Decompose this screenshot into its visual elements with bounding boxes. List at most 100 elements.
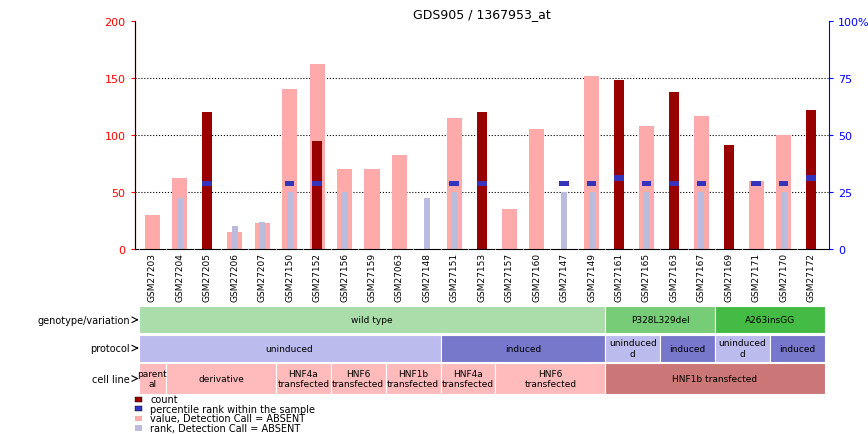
Text: uninduced
d: uninduced d (719, 339, 766, 358)
Bar (441, 363, 496, 394)
Text: GSM27206: GSM27206 (230, 253, 240, 301)
Bar (779, 181, 788, 187)
Text: protocol: protocol (90, 343, 130, 353)
Bar (605, 335, 661, 362)
Text: uninduced
d: uninduced d (608, 339, 656, 358)
Bar (671, 193, 677, 250)
Bar (310, 65, 325, 250)
Text: GSM27149: GSM27149 (587, 253, 596, 301)
Text: GSM27205: GSM27205 (203, 253, 212, 301)
Bar (639, 126, 654, 250)
Text: GSM27167: GSM27167 (697, 253, 706, 301)
Bar (232, 227, 238, 250)
Bar (477, 113, 487, 250)
Bar (696, 181, 706, 187)
Bar (770, 335, 825, 362)
Text: GSM27170: GSM27170 (779, 253, 788, 301)
Bar (337, 170, 352, 250)
Bar (177, 198, 183, 250)
Bar (669, 92, 679, 250)
Bar (166, 363, 276, 394)
Bar (605, 363, 825, 394)
Bar (341, 193, 347, 250)
Bar (661, 335, 715, 362)
Bar (202, 113, 212, 250)
Bar (615, 81, 624, 250)
Title: GDS905 / 1367953_at: GDS905 / 1367953_at (413, 7, 550, 20)
Bar (139, 306, 605, 334)
Bar (314, 193, 320, 250)
Text: GSM27172: GSM27172 (806, 253, 816, 301)
Bar (559, 181, 569, 187)
Bar (172, 179, 187, 250)
Bar (806, 175, 816, 181)
Text: GSM27156: GSM27156 (340, 253, 349, 301)
Bar (780, 193, 786, 250)
Text: GSM27152: GSM27152 (312, 253, 321, 301)
Bar (447, 118, 462, 250)
Text: A263insGG: A263insGG (745, 316, 795, 325)
Bar (529, 130, 544, 250)
Bar (715, 335, 770, 362)
Bar (391, 156, 407, 250)
Text: HNF1b
transfected: HNF1b transfected (387, 369, 439, 388)
Text: uninduced: uninduced (266, 344, 313, 353)
Bar (615, 175, 624, 181)
Text: GSM27148: GSM27148 (423, 253, 431, 301)
Text: GSM27203: GSM27203 (148, 253, 157, 301)
Bar (286, 193, 293, 250)
Bar (385, 363, 441, 394)
Bar (312, 141, 322, 250)
Bar (669, 181, 679, 187)
Bar (584, 76, 599, 250)
Bar (776, 135, 792, 250)
Bar (282, 90, 297, 250)
Bar (424, 198, 430, 250)
Text: wild type: wild type (352, 316, 392, 325)
Text: HNF6
transfected: HNF6 transfected (332, 369, 385, 388)
Text: genotype/variation: genotype/variation (37, 315, 130, 325)
Bar (139, 335, 441, 362)
Bar (752, 181, 761, 187)
Text: induced: induced (505, 344, 541, 353)
Bar (749, 181, 764, 250)
Text: GSM27207: GSM27207 (258, 253, 266, 301)
Bar (698, 193, 704, 250)
Bar (724, 146, 733, 250)
Bar (227, 233, 242, 250)
Bar (254, 224, 270, 250)
Bar (806, 111, 816, 250)
Text: induced: induced (669, 344, 706, 353)
Bar (502, 210, 516, 250)
Bar (260, 222, 266, 250)
Text: value, Detection Call = ABSENT: value, Detection Call = ABSENT (150, 414, 306, 423)
Text: GSM27150: GSM27150 (285, 253, 294, 301)
Bar (450, 181, 459, 187)
Bar (643, 193, 649, 250)
Text: GSM27165: GSM27165 (642, 253, 651, 301)
Bar (587, 181, 596, 187)
Text: GSM27159: GSM27159 (367, 253, 377, 301)
Bar (726, 195, 732, 250)
Bar (276, 363, 331, 394)
Text: P328L329del: P328L329del (631, 316, 689, 325)
Text: GSM27169: GSM27169 (724, 253, 733, 301)
Bar (331, 363, 385, 394)
Bar (145, 215, 160, 250)
Bar (202, 181, 212, 187)
Bar (477, 181, 487, 187)
Text: percentile rank within the sample: percentile rank within the sample (150, 404, 315, 414)
Bar (285, 181, 294, 187)
Text: HNF1b transfected: HNF1b transfected (673, 374, 758, 383)
Text: HNF6
transfected: HNF6 transfected (524, 369, 576, 388)
Bar (641, 181, 651, 187)
Bar (451, 193, 457, 250)
Bar (139, 363, 166, 394)
Text: count: count (150, 395, 178, 404)
Text: GSM27151: GSM27151 (450, 253, 459, 301)
Bar (808, 175, 814, 250)
Text: GSM27204: GSM27204 (175, 253, 184, 301)
Text: GSM27160: GSM27160 (532, 253, 541, 301)
Text: GSM27171: GSM27171 (752, 253, 760, 301)
Bar (441, 335, 605, 362)
